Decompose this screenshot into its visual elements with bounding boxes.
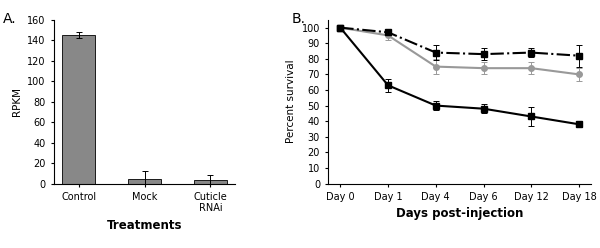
Bar (194, 181, 227, 184)
Text: A.: A. (3, 12, 17, 26)
Text: B.: B. (292, 12, 305, 26)
X-axis label: Days post-injection: Days post-injection (396, 207, 523, 220)
Y-axis label: Percent survival: Percent survival (286, 60, 296, 144)
X-axis label: Treatments: Treatments (107, 219, 182, 232)
Bar (62, 35, 95, 184)
Y-axis label: RPKM: RPKM (11, 87, 22, 116)
Bar (128, 180, 161, 184)
